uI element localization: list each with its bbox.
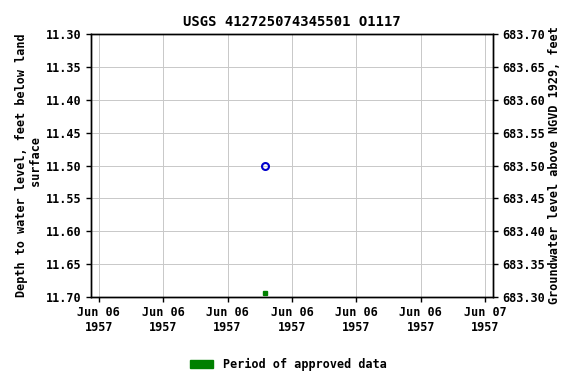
Y-axis label: Depth to water level, feet below land
 surface: Depth to water level, feet below land su… [15,34,43,297]
Legend: Period of approved data: Period of approved data [185,354,391,376]
Y-axis label: Groundwater level above NGVD 1929, feet: Groundwater level above NGVD 1929, feet [548,26,561,305]
Title: USGS 412725074345501 O1117: USGS 412725074345501 O1117 [183,15,401,29]
